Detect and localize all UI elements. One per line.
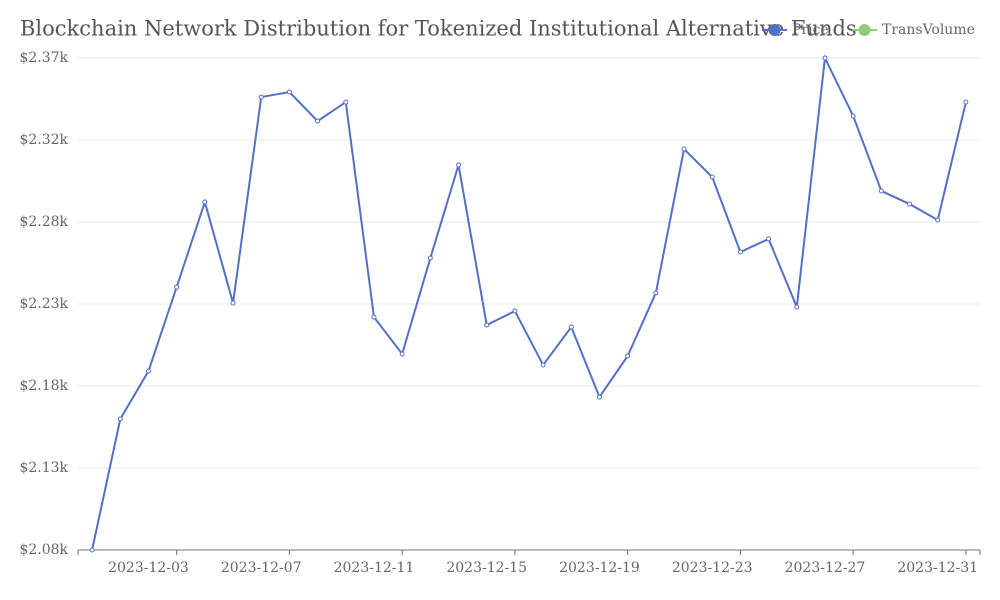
legend-swatch bbox=[768, 24, 781, 36]
y-tick-label: $2.28k bbox=[19, 214, 68, 230]
data-point bbox=[371, 314, 377, 320]
legend-swatch bbox=[858, 24, 871, 36]
data-point bbox=[484, 322, 490, 328]
x-tick-label: 2023-12-27 bbox=[785, 560, 866, 576]
data-point bbox=[174, 284, 180, 290]
y-tick-label: $2.37k bbox=[19, 50, 68, 66]
data-point bbox=[258, 94, 264, 100]
data-point bbox=[89, 547, 95, 553]
y-tick-label: $2.13k bbox=[19, 460, 68, 476]
y-tick-label: $2.23k bbox=[19, 296, 68, 312]
legend-label: TransVolume bbox=[882, 22, 975, 38]
data-point bbox=[343, 99, 349, 105]
data-point bbox=[907, 201, 913, 207]
data-point bbox=[653, 290, 659, 296]
data-point bbox=[596, 394, 602, 400]
data-point bbox=[202, 199, 208, 205]
data-point bbox=[145, 368, 151, 374]
data-point bbox=[427, 255, 433, 261]
chart-title: Blockchain Network Distribution for Toke… bbox=[20, 17, 857, 41]
data-point bbox=[681, 146, 687, 152]
y-tick-label: $2.08k bbox=[19, 542, 68, 558]
data-point bbox=[935, 217, 941, 223]
data-point bbox=[709, 174, 715, 180]
data-point bbox=[822, 55, 828, 61]
data-point bbox=[625, 353, 631, 359]
data-point bbox=[117, 416, 123, 422]
x-tick-label: 2023-12-23 bbox=[672, 560, 753, 576]
series-line bbox=[91, 54, 967, 551]
data-point bbox=[568, 324, 574, 330]
x-tick-label: 2023-12-31 bbox=[897, 560, 978, 576]
data-point bbox=[230, 300, 236, 306]
x-tick-label: 2023-12-11 bbox=[334, 560, 415, 576]
x-tick-label: 2023-12-03 bbox=[108, 560, 189, 576]
data-point bbox=[850, 113, 856, 119]
data-point bbox=[737, 249, 743, 255]
x-tick-label: 2023-12-15 bbox=[446, 560, 527, 576]
data-point bbox=[286, 89, 292, 95]
y-tick-label: $2.18k bbox=[19, 378, 68, 394]
data-point bbox=[315, 118, 321, 124]
data-point bbox=[878, 188, 884, 194]
data-point bbox=[794, 304, 800, 310]
data-point bbox=[456, 162, 462, 168]
data-point bbox=[399, 351, 405, 357]
data-point bbox=[963, 99, 969, 105]
data-point bbox=[512, 308, 518, 314]
legend-label: Price bbox=[792, 22, 829, 38]
x-tick-label: 2023-12-07 bbox=[221, 560, 302, 576]
data-point bbox=[540, 362, 546, 368]
y-tick-label: $2.32k bbox=[19, 132, 68, 148]
x-tick-label: 2023-12-19 bbox=[559, 560, 640, 576]
data-point bbox=[766, 236, 772, 242]
